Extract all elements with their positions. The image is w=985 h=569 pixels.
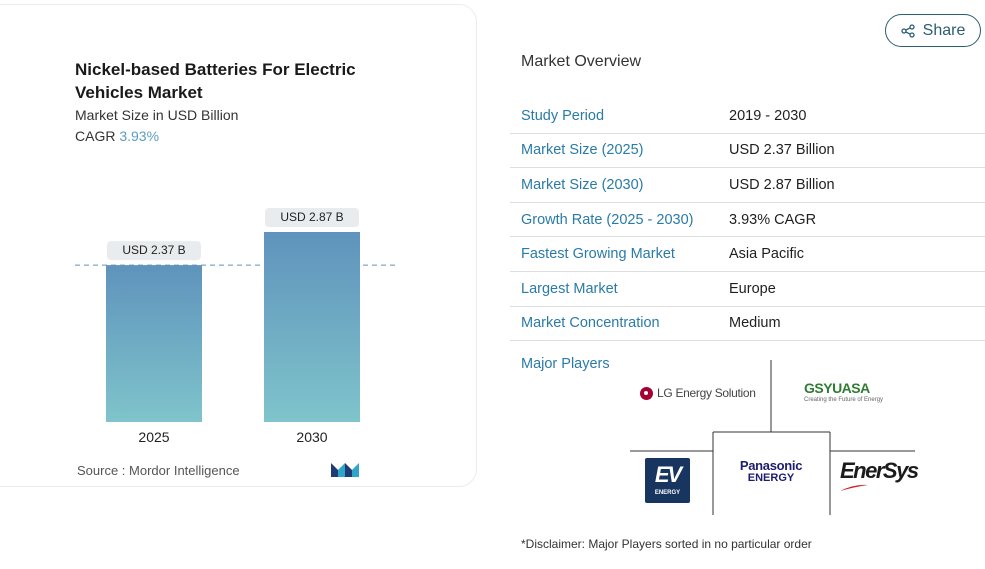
data-label-2030: USD 2.87 B bbox=[280, 210, 343, 224]
row-value: 3.93% CAGR bbox=[729, 211, 817, 228]
chart-source: Source : Mordor Intelligence bbox=[77, 463, 240, 478]
ev-logo-subtext: ENERGY bbox=[654, 490, 681, 496]
row-label: Fastest Growing Market bbox=[521, 246, 675, 263]
share-label: Share bbox=[922, 21, 966, 39]
source-value: Mordor Intelligence bbox=[129, 463, 240, 478]
overview-row-largest-market: Largest Market Europe bbox=[510, 272, 985, 307]
row-label: Growth Rate (2025 - 2030) bbox=[521, 211, 694, 228]
row-value: USD 2.87 Billion bbox=[729, 176, 835, 193]
lg-energy-solution-logo: LG Energy Solution bbox=[640, 386, 756, 400]
gs-logo-text-yuasa: YUASA bbox=[823, 380, 870, 396]
row-value: 2019 - 2030 bbox=[729, 107, 807, 124]
row-label: Study Period bbox=[521, 107, 605, 124]
lg-logo-text: LG Energy Solution bbox=[657, 386, 756, 400]
overview-row-market-size-2025: Market Size (2025) USD 2.37 Billion bbox=[510, 134, 985, 169]
enersys-logo-text: EnerSys bbox=[840, 458, 919, 483]
ev-energy-logo: EV ENERGY bbox=[645, 458, 690, 503]
overview-table: Study Period 2019 - 2030 Market Size (20… bbox=[510, 99, 985, 342]
overview-row-growth-rate: Growth Rate (2025 - 2030) 3.93% CAGR bbox=[510, 203, 985, 238]
bar-2030 bbox=[264, 232, 360, 422]
disclaimer: *Disclaimer: Major Players sorted in no … bbox=[521, 537, 812, 551]
row-value: Medium bbox=[729, 315, 781, 332]
chart-card bbox=[0, 4, 477, 487]
row-label: Largest Market bbox=[521, 280, 618, 297]
data-label-bg-2030 bbox=[265, 208, 359, 227]
panasonic-energy-logo: Panasonic ENERGY bbox=[719, 458, 823, 484]
row-label: Market Concentration bbox=[521, 315, 660, 332]
x-tick-label-2030: 2030 bbox=[296, 429, 327, 445]
overview-row-market-concentration: Market Concentration Medium bbox=[510, 307, 985, 342]
enersys-swoosh-icon bbox=[840, 484, 868, 491]
cagr-label: CAGR bbox=[75, 128, 116, 144]
data-label-2025: USD 2.37 B bbox=[122, 243, 185, 257]
overview-title: Market Overview bbox=[521, 53, 642, 70]
chart-subtitle: Market Size in USD Billion bbox=[75, 107, 239, 123]
lg-circle-icon bbox=[640, 386, 653, 400]
panasonic-logo-subtext: ENERGY bbox=[747, 472, 795, 484]
overview-row-study-period: Study Period 2019 - 2030 bbox=[510, 99, 985, 134]
enersys-logo: EnerSys bbox=[840, 458, 919, 491]
overview-row-market-size-2030: Market Size (2030) USD 2.87 Billion bbox=[510, 168, 985, 203]
mordor-intelligence-logo bbox=[331, 463, 359, 477]
row-value: USD 2.37 Billion bbox=[729, 142, 835, 159]
x-tick-label-2025: 2025 bbox=[138, 429, 169, 445]
row-value: Asia Pacific bbox=[729, 246, 804, 263]
chart-title: Nickel-based Batteries For Electric Vehi… bbox=[75, 60, 356, 102]
bar-2025 bbox=[106, 265, 202, 422]
major-players-label: Major Players bbox=[521, 356, 610, 372]
gs-yuasa-logo: GSYUASA Creating the Future of Energy bbox=[804, 380, 884, 414]
data-label-bg-2025 bbox=[107, 241, 201, 261]
bar-chart: USD 2.37 B 2025 USD 2.87 B 2030 bbox=[75, 208, 395, 445]
row-value: Europe bbox=[729, 280, 776, 297]
chart-cagr: CAGR 3.93% bbox=[75, 128, 159, 144]
gs-logo-text-gs: GS bbox=[804, 380, 824, 396]
row-label: Market Size (2025) bbox=[521, 142, 644, 159]
share-button[interactable]: Share bbox=[885, 14, 981, 47]
cagr-value: 3.93% bbox=[119, 128, 160, 144]
ev-logo-letters: EV bbox=[654, 462, 682, 487]
gs-logo-tagline: Creating the Future of Energy bbox=[804, 397, 884, 403]
panasonic-logo-text: Panasonic bbox=[739, 458, 803, 473]
row-label: Market Size (2030) bbox=[521, 176, 644, 193]
source-label: Source : bbox=[77, 463, 126, 478]
players-grid-lines bbox=[630, 360, 915, 515]
share-icon bbox=[900, 23, 915, 38]
overview-row-fastest-growing: Fastest Growing Market Asia Pacific bbox=[510, 237, 985, 272]
